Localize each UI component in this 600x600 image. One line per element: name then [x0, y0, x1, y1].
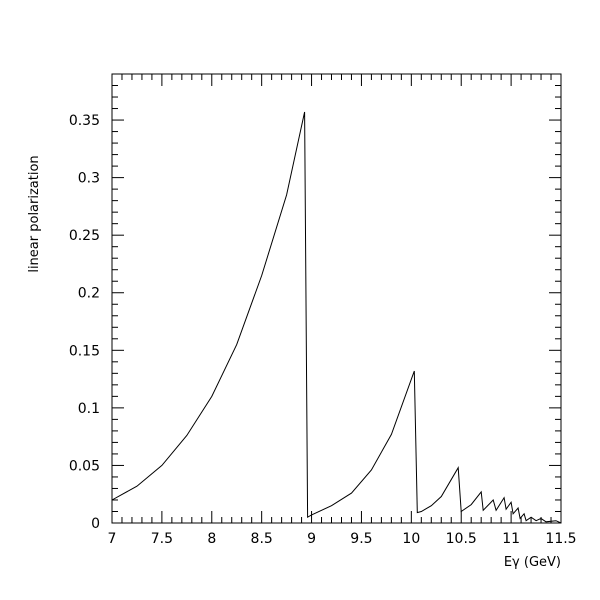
x-tick-label: 8.5: [251, 531, 273, 547]
axis-ticks: [111, 73, 562, 524]
y-tick-label: 0: [91, 516, 100, 532]
x-tick-label: 8: [207, 531, 216, 547]
y-tick-label: 0.15: [69, 343, 100, 359]
x-axis-title: Eγ (GeV): [504, 555, 561, 570]
x-tick-label: 7.5: [151, 531, 173, 547]
x-tick-label: 7: [108, 531, 117, 547]
x-tick-label: 11.5: [545, 531, 576, 547]
y-tick-label: 0.1: [78, 401, 100, 417]
y-tick-label: 0.2: [78, 286, 100, 302]
x-tick-label: 9: [307, 531, 316, 547]
x-tick-labels: 7 7.5 8 8.5 9 9.5 10 10.5 11 11.5: [108, 531, 577, 547]
polarization-curve: [111, 111, 562, 524]
x-tick-label: 11: [502, 531, 520, 547]
x-tick-label: 10: [402, 531, 420, 547]
y-tick-label: 0.35: [69, 113, 100, 129]
y-tick-label: 0.05: [69, 458, 100, 474]
x-tick-label: 9.5: [350, 531, 372, 547]
y-tick-label: 0.25: [69, 228, 100, 244]
y-tick-labels: 0 0.05 0.1 0.15 0.2 0.25 0.3 0.35: [69, 113, 100, 532]
y-tick-label: 0.3: [78, 171, 100, 187]
y-axis-title: linear polarization: [27, 155, 42, 272]
x-tick-label: 10.5: [446, 531, 477, 547]
plot-frame: [111, 73, 562, 524]
